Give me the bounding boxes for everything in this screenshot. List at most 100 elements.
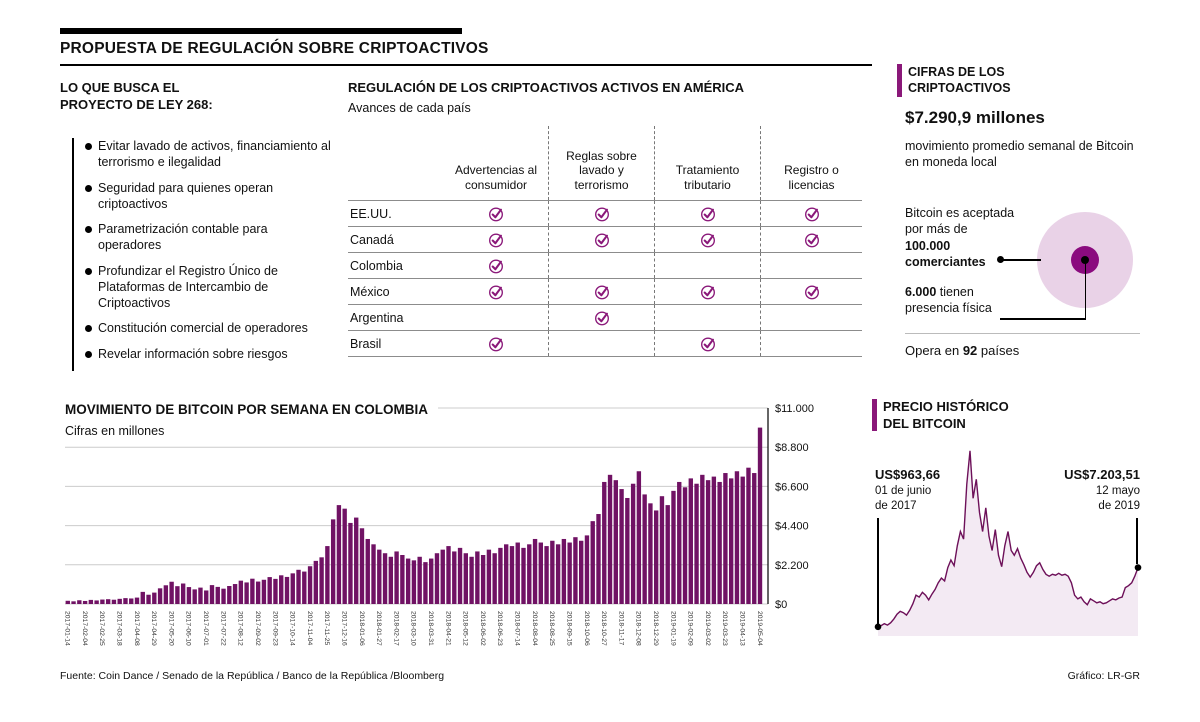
bar bbox=[400, 555, 405, 604]
bar bbox=[371, 544, 376, 604]
x-axis-tick-label: 2017-02-25 bbox=[98, 611, 105, 646]
x-axis-tick-label: 2017-07-22 bbox=[219, 611, 226, 646]
table-row: México bbox=[348, 278, 862, 304]
table-row: Canadá bbox=[348, 226, 862, 252]
country-label: Brasil bbox=[350, 336, 382, 351]
bar bbox=[602, 481, 607, 604]
country-label: Canadá bbox=[350, 232, 394, 247]
check-cell bbox=[548, 305, 654, 330]
check-icon bbox=[594, 206, 609, 221]
cifras-title-line2: CRIPTOACTIVOS bbox=[908, 81, 1011, 96]
bar bbox=[723, 473, 728, 604]
bar bbox=[694, 483, 699, 604]
empty-cell bbox=[760, 253, 862, 278]
law-item: Profundizar el Registro Único de Platafo… bbox=[74, 263, 334, 312]
y-axis-tick-label: $2.200 bbox=[775, 560, 809, 572]
physical-count: 6.000 bbox=[905, 285, 937, 299]
x-axis-tick-label: 2018-03-10 bbox=[410, 611, 417, 646]
cifras-divider bbox=[905, 333, 1140, 334]
bar bbox=[388, 556, 394, 604]
bar bbox=[538, 542, 543, 604]
bar bbox=[238, 580, 244, 604]
bar bbox=[146, 594, 151, 604]
table-row: Argentina bbox=[348, 304, 862, 330]
column-header: Advertencias al consumidor bbox=[454, 163, 538, 192]
physical-connector-vertical bbox=[1084, 261, 1086, 319]
bar bbox=[175, 586, 180, 604]
y-axis-tick-label: $0 bbox=[775, 599, 787, 611]
merchants-connector-line bbox=[1003, 259, 1041, 261]
check-icon bbox=[489, 258, 503, 273]
bar bbox=[405, 558, 411, 604]
check-cell bbox=[760, 201, 862, 226]
bar bbox=[157, 588, 163, 604]
bitcoin-price-line-chart bbox=[874, 450, 1142, 636]
check-cell bbox=[548, 201, 654, 226]
bar bbox=[434, 553, 440, 604]
bar bbox=[417, 556, 422, 604]
check-cell bbox=[444, 201, 548, 226]
empty-cell bbox=[654, 305, 760, 330]
merchants-text-normal: Bitcoin es aceptada por más de bbox=[905, 206, 1015, 237]
law-section-title: LO QUE BUSCA EL PROYECTO DE LEY 268: bbox=[60, 80, 213, 114]
bar bbox=[209, 585, 215, 604]
bar bbox=[659, 496, 665, 604]
bar bbox=[452, 551, 457, 604]
check-icon bbox=[700, 336, 715, 351]
bar bbox=[717, 481, 722, 604]
law-item: Parametrización contable para operadores bbox=[74, 221, 334, 254]
bar bbox=[423, 562, 428, 604]
countries-text: Opera en 92 países bbox=[905, 343, 1019, 358]
bar bbox=[469, 556, 474, 604]
x-axis-tick-label: 2018-09-15 bbox=[566, 611, 573, 646]
country-label: Colombia bbox=[350, 258, 403, 273]
table-header-row: Advertencias al consumidor Reglas sobre l… bbox=[348, 126, 862, 200]
y-axis-tick-label: $6.600 bbox=[775, 481, 809, 493]
bar bbox=[382, 553, 388, 604]
bar bbox=[273, 578, 278, 604]
price-accent-bar bbox=[872, 399, 877, 431]
x-axis-tick-label: 2017-04-08 bbox=[133, 611, 140, 646]
bar bbox=[746, 467, 751, 604]
countries-count: 92 bbox=[962, 343, 978, 358]
column-header: Reglas sobre lavado y terrorismo bbox=[548, 126, 654, 200]
check-cell bbox=[654, 227, 760, 252]
bar bbox=[348, 522, 353, 604]
x-axis-tick-label: 2017-10-14 bbox=[289, 611, 296, 646]
check-cell bbox=[654, 279, 760, 304]
law-title-line2: PROYECTO DE LEY 268: bbox=[60, 96, 213, 112]
bar bbox=[71, 601, 76, 604]
regulation-section-subtitle: Avances de cada país bbox=[348, 101, 471, 115]
bar bbox=[463, 553, 468, 604]
x-axis-tick-label: 2018-07-14 bbox=[514, 611, 521, 646]
x-axis-tick-label: 2018-11-17 bbox=[617, 611, 624, 645]
check-cell bbox=[548, 227, 654, 252]
x-axis-tick-label: 2018-01-06 bbox=[358, 611, 365, 646]
bar bbox=[642, 494, 647, 604]
empty-cell bbox=[760, 331, 862, 356]
bar bbox=[123, 598, 128, 604]
bar bbox=[198, 587, 203, 604]
x-axis-tick-label: 2017-09-23 bbox=[271, 611, 278, 646]
check-cell bbox=[760, 227, 862, 252]
x-axis-tick-label: 2017-05-20 bbox=[167, 611, 174, 646]
bar bbox=[446, 546, 451, 604]
bar bbox=[457, 547, 463, 604]
country-label: Argentina bbox=[350, 310, 404, 325]
check-cell bbox=[760, 279, 862, 304]
check-cell bbox=[444, 227, 548, 252]
bar bbox=[498, 547, 503, 604]
regulation-table: Advertencias al consumidor Reglas sobre l… bbox=[348, 126, 862, 357]
x-axis-tick-label: 2017-03-18 bbox=[116, 611, 123, 646]
bar bbox=[336, 505, 342, 604]
x-axis-tick-label: 2017-11-25 bbox=[323, 611, 330, 645]
x-axis-tick-label: 2018-12-29 bbox=[652, 611, 659, 646]
start-date-line1: 01 de junio bbox=[875, 484, 932, 497]
x-axis-tick-label: 2019-04-13 bbox=[739, 611, 746, 646]
start-annotation-connector bbox=[877, 518, 879, 624]
bar bbox=[88, 599, 94, 604]
bar bbox=[313, 560, 319, 604]
column-header: Tratamiento tributario bbox=[654, 126, 760, 200]
country-label: EE.UU. bbox=[350, 206, 392, 221]
bar bbox=[186, 587, 192, 604]
